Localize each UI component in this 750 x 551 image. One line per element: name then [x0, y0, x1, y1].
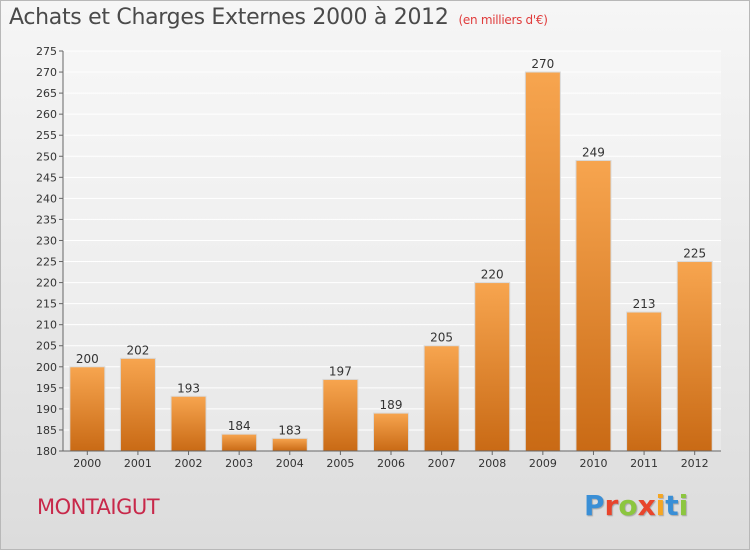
data-label-2009: 270 [531, 57, 554, 71]
bar-2008 [474, 282, 511, 452]
x-tick-label: 2007 [428, 457, 456, 470]
chart-unit: (en milliers d'€) [458, 13, 548, 27]
x-axis: 2000 2001 2002 2003 2004 2005 2006 2007 2008 2009… [63, 450, 721, 470]
y-tick-label: 230 [36, 234, 57, 247]
data-label-2002: 193 [177, 381, 200, 395]
y-tick-label: 270 [36, 66, 57, 79]
y-tick-label: 205 [36, 340, 57, 353]
data-label-2010: 249 [582, 145, 605, 159]
x-tick-label: 2000 [73, 457, 101, 470]
plot-area [63, 51, 721, 451]
logo-letter: r [604, 489, 619, 522]
proxiti-logo: Proxiti [584, 489, 688, 522]
bar-2006 [373, 412, 409, 452]
data-label-2003: 184 [228, 419, 251, 433]
bar-2001 [119, 357, 156, 452]
y-tick-label: 190 [36, 403, 57, 416]
logo-letter: t [665, 489, 679, 522]
y-tick-label: 180 [36, 445, 57, 458]
y-tick-label: 260 [36, 108, 57, 121]
y-tick-label: 215 [36, 298, 57, 311]
logo-letter: x [637, 489, 656, 522]
logo-letter: i [655, 489, 666, 522]
y-tick-label: 210 [36, 319, 57, 332]
y-tick-label: 255 [36, 129, 57, 142]
x-tick-label: 2003 [225, 457, 253, 470]
chart-title-text: Achats et Charges Externes 2000 à 2012 [9, 5, 449, 30]
logo-letter: o [618, 489, 638, 522]
bar-2004 [271, 437, 308, 452]
data-label-2000: 200 [76, 352, 99, 366]
y-tick-label: 185 [36, 424, 57, 437]
bar-2010 [575, 159, 612, 452]
data-label-2001: 202 [126, 343, 149, 357]
data-label-2012: 225 [683, 247, 706, 261]
x-tick-label: 2009 [529, 457, 557, 470]
y-axis: 180 185 190 195 200 205 210 215 220 225 230 235 240 2… [36, 45, 64, 458]
y-tick-label: 225 [36, 256, 57, 269]
bar-2005 [322, 378, 359, 452]
data-label-2008: 220 [481, 268, 504, 282]
y-tick-label: 275 [36, 45, 57, 58]
bar-2000 [69, 366, 106, 452]
x-tick-label: 2006 [377, 457, 405, 470]
x-tick-label: 2008 [478, 457, 506, 470]
y-tick-label: 245 [36, 171, 57, 184]
data-label-2005: 197 [329, 364, 352, 378]
chart-title: Achats et Charges Externes 2000 à 2012 (e… [9, 5, 548, 30]
bars [69, 71, 713, 452]
bar-2003 [221, 433, 258, 452]
x-tick-label: 2005 [326, 457, 354, 470]
y-tick-label: 250 [36, 150, 57, 163]
city-name: MONTAIGUT [37, 495, 160, 519]
data-label-2004: 183 [278, 423, 301, 437]
y-tick-label: 240 [36, 192, 57, 205]
data-label-2006: 189 [380, 398, 403, 412]
bar-2012 [676, 261, 713, 452]
y-tick-label: 220 [36, 277, 57, 290]
x-tick-label: 2010 [579, 457, 607, 470]
x-tick-label: 2011 [630, 457, 658, 470]
bar-2007 [423, 345, 460, 452]
bar-2009 [524, 71, 561, 452]
x-tick-label: 2001 [124, 457, 152, 470]
x-tick-label: 2002 [175, 457, 203, 470]
bar-2011 [626, 311, 663, 452]
y-tick-label: 200 [36, 361, 57, 374]
bar-2002 [170, 395, 207, 452]
y-tick-label: 235 [36, 213, 57, 226]
x-tick-label: 2012 [681, 457, 709, 470]
data-label-2011: 213 [633, 297, 656, 311]
logo-letter: P [584, 489, 605, 522]
y-tick-label: 195 [36, 382, 57, 395]
data-label-2007: 205 [430, 331, 453, 345]
x-tick-label: 2004 [276, 457, 304, 470]
data-labels: 200 202 193 184 183 197 189 205 220 270 249 213 225 [76, 57, 706, 437]
y-tick-label: 265 [36, 87, 57, 100]
logo-letter: i [678, 489, 689, 522]
